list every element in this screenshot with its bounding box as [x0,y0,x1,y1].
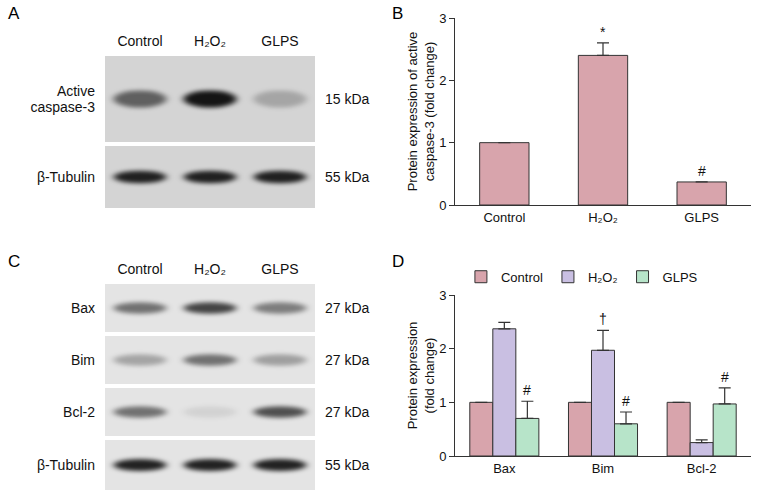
svg-text:0: 0 [439,449,446,464]
svg-text:β-Tubulin: β-Tubulin [37,169,95,185]
svg-text:1: 1 [439,395,446,410]
svg-text:H₂O₂: H₂O₂ [194,261,226,277]
svg-text:27 kDa: 27 kDa [325,300,370,316]
svg-text:#: # [698,163,706,179]
svg-text:GLPS: GLPS [684,210,719,225]
svg-text:GLPS: GLPS [261,33,298,49]
html-text:A: A [8,4,20,23]
svg-text:Bax: Bax [493,461,516,476]
svg-text:Bcl-2: Bcl-2 [687,461,717,476]
svg-text:#: # [721,369,729,385]
svg-text:27 kDa: 27 kDa [325,352,370,368]
svg-text:†: † [599,311,607,327]
svg-text:H₂O₂: H₂O₂ [588,270,618,285]
svg-text:Control: Control [117,261,162,277]
svg-text:2: 2 [439,341,446,356]
svg-text:Active: Active [57,83,95,99]
html-text:C: C [8,252,21,271]
svg-text:Control: Control [501,270,543,285]
svg-text:55 kDa: 55 kDa [325,457,370,473]
svg-text:*: * [600,24,606,40]
svg-text:Bax: Bax [71,300,95,316]
svg-text:Bim: Bim [592,461,614,476]
svg-text:3: 3 [439,11,446,26]
svg-text:27 kDa: 27 kDa [325,404,370,420]
svg-text:0: 0 [439,198,446,213]
svg-text:#: # [523,382,531,398]
html-text:D: D [392,252,405,271]
svg-text:GLPS: GLPS [261,261,298,277]
svg-text:H₂O₂: H₂O₂ [194,33,226,49]
svg-text:1: 1 [439,135,446,150]
svg-text:Bim: Bim [71,352,95,368]
svg-text:H₂O₂: H₂O₂ [588,210,618,225]
svg-text:3: 3 [439,288,446,303]
svg-text:2: 2 [439,73,446,88]
html-text:B: B [392,4,404,23]
svg-text:#: # [622,393,630,409]
svg-text:Protein expression of activeca: Protein expression of activecaspase-3 (f… [405,32,437,192]
svg-text:Control: Control [483,210,525,225]
svg-text:55 kDa: 55 kDa [325,169,370,185]
svg-text:Bcl-2: Bcl-2 [63,404,95,420]
svg-text:Control: Control [117,33,162,49]
svg-text:GLPS: GLPS [663,270,698,285]
svg-text:caspase-3: caspase-3 [30,99,95,115]
svg-text:β-Tubulin: β-Tubulin [37,457,95,473]
svg-text:15 kDa: 15 kDa [325,91,370,107]
svg-text:Protein expression(fold change: Protein expression(fold change) [405,322,437,430]
